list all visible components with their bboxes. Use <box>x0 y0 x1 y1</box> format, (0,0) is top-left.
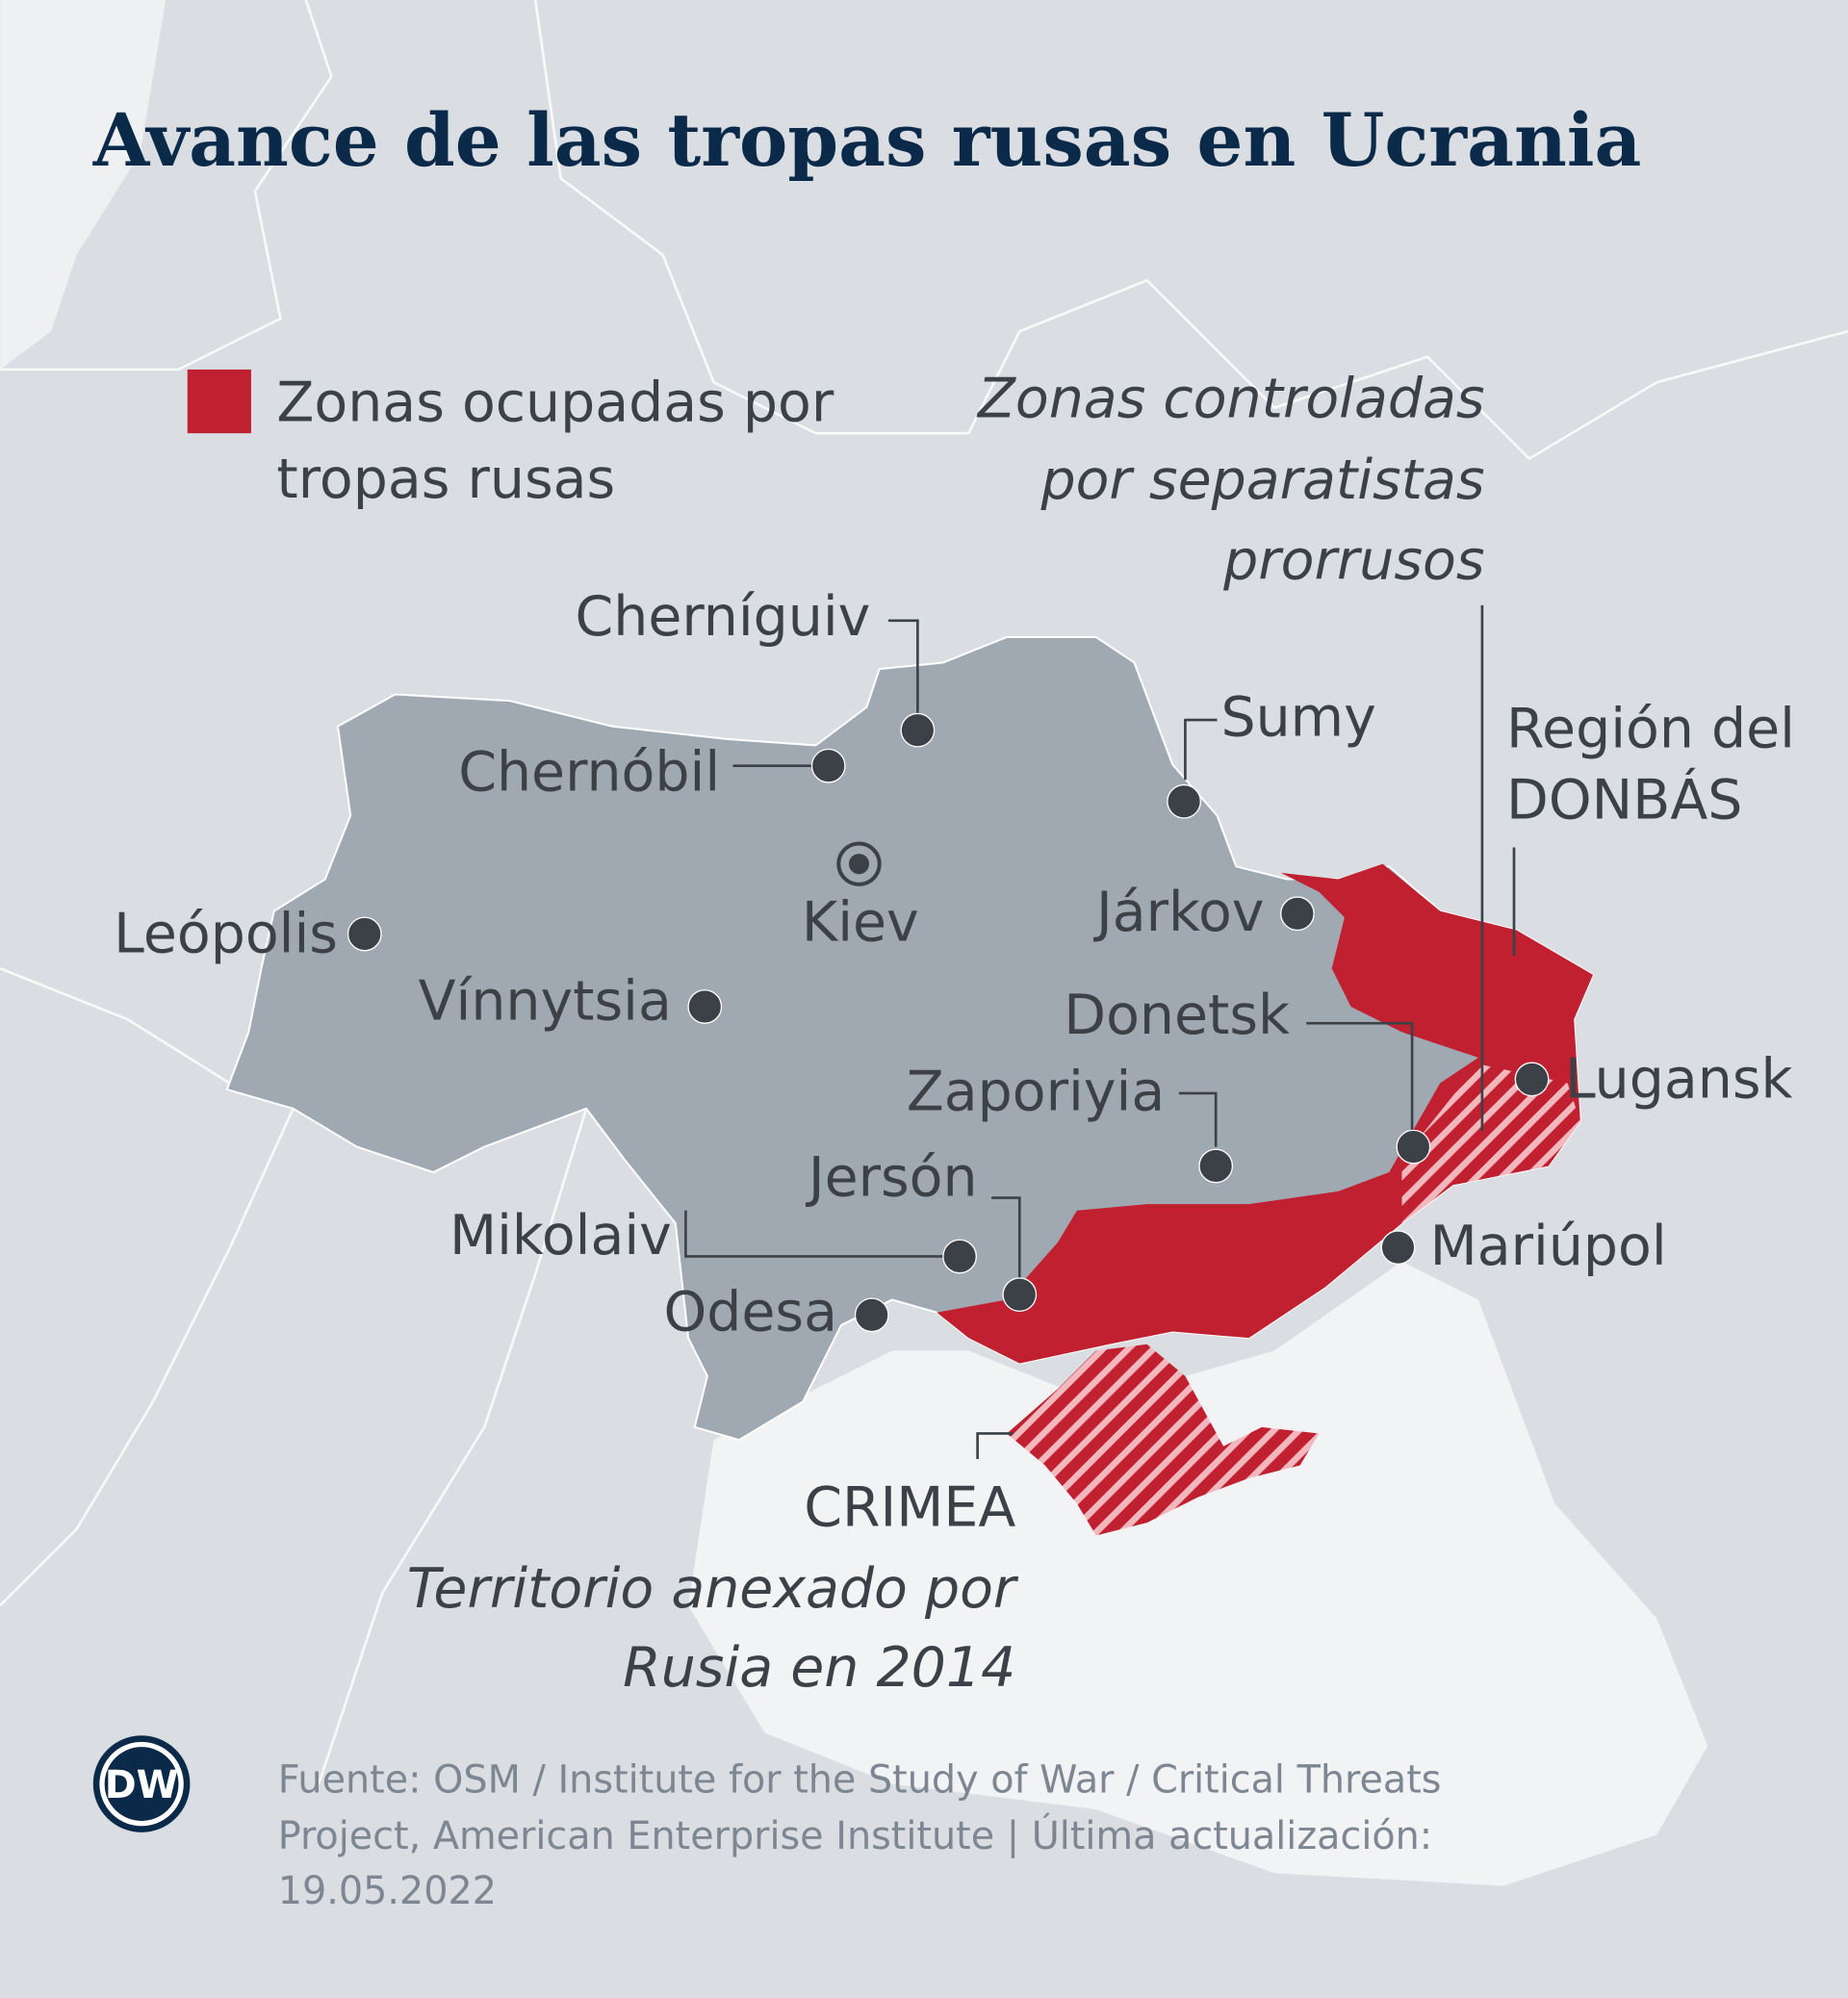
title: Avance de las tropas rusas en Ucrania <box>92 97 1642 183</box>
separatist-note: Zonas controladas <box>976 367 1485 430</box>
city-label: Odesa <box>663 1281 837 1345</box>
capital-marker <box>836 841 882 886</box>
city-marker <box>854 1297 889 1333</box>
city-label: Cherníguiv <box>576 585 871 649</box>
city-label: Leópolis <box>114 902 338 965</box>
leader-line <box>1184 718 1218 781</box>
city-label: Járkov <box>1093 881 1265 944</box>
city-marker <box>346 916 382 952</box>
city-label: Mariúpol <box>1430 1215 1667 1278</box>
crimea <box>1007 1344 1320 1536</box>
leader-line <box>887 619 919 714</box>
source: 19.05.2022 <box>278 1869 497 1913</box>
capital-marker <box>848 854 870 875</box>
logo <box>92 1735 191 1832</box>
city-label: Mikolaiv <box>449 1204 672 1268</box>
baltic-sea <box>0 0 167 370</box>
city-label: Sumy <box>1220 685 1375 749</box>
legend-label: tropas rusas <box>276 448 615 511</box>
crimea-note: Territorio anexado por <box>407 1557 1019 1621</box>
city-marker <box>1002 1277 1038 1313</box>
city-marker <box>1380 1230 1416 1266</box>
city-marker <box>810 748 846 783</box>
capital-label: Kiev <box>802 891 919 955</box>
region-label: DONBÁS <box>1506 766 1742 832</box>
region-label: Región del <box>1506 697 1795 760</box>
occupied-zone <box>937 863 1594 1364</box>
crimea-note: Rusia en 2014 <box>623 1636 1015 1700</box>
crimea-label: CRIMEA <box>804 1475 1015 1539</box>
city-label: Jersón <box>806 1145 978 1209</box>
leader-line <box>1306 1021 1414 1131</box>
logo-ring <box>99 1741 184 1827</box>
separatist-note: prorrusos <box>1222 529 1484 593</box>
city-label: Vínnytsia <box>419 970 672 1034</box>
logo-text: DW <box>105 1763 179 1807</box>
leader-line <box>1178 1091 1218 1147</box>
city-marker <box>942 1239 977 1274</box>
legend-swatch <box>187 369 251 434</box>
city-marker <box>1198 1148 1234 1184</box>
city-marker <box>1167 783 1201 819</box>
leader-line <box>991 1196 1021 1278</box>
city-label: Chernóbil <box>458 740 720 804</box>
city-marker <box>687 989 723 1024</box>
country-borders <box>0 0 1848 1784</box>
city-marker <box>1396 1129 1431 1165</box>
city-marker <box>1514 1062 1550 1097</box>
legend-label: Zonas ocupadas por <box>276 371 834 434</box>
source: Project, American Enterprise Institute |… <box>278 1813 1432 1858</box>
source: Fuente: OSM / Institute for the Study of… <box>278 1758 1442 1803</box>
city-marker <box>900 712 936 748</box>
city-marker <box>1280 896 1315 932</box>
separatist-note: por separatistas <box>1040 448 1484 512</box>
black-sea <box>688 1261 1708 1886</box>
city-label: Zaporiyia <box>907 1061 1165 1124</box>
city-label: Lugansk <box>1565 1047 1793 1111</box>
leader-line <box>684 1210 943 1258</box>
city-label: Donetsk <box>1064 984 1290 1047</box>
leader-line <box>976 1432 1014 1459</box>
